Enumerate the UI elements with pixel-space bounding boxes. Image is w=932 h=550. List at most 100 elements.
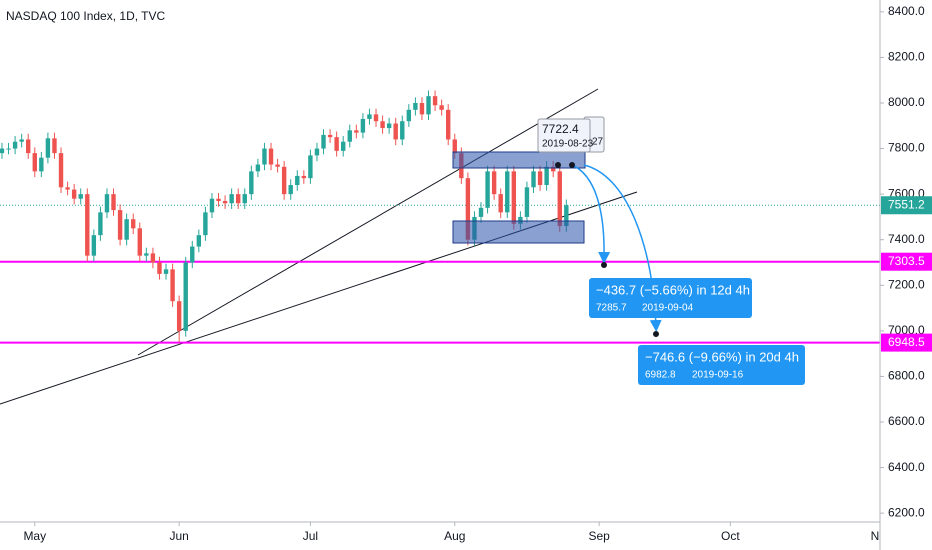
candle-body xyxy=(52,138,57,154)
candle-body xyxy=(12,141,18,149)
candle-body xyxy=(216,198,221,201)
candle-body xyxy=(32,153,37,172)
callout-date: 2019-09-16 xyxy=(692,370,744,381)
callout-change: −436.7 (−5.66%) in 12d 4h xyxy=(596,282,750,297)
x-tick-label: May xyxy=(23,529,46,543)
candle-body xyxy=(360,118,366,133)
x-tick-label: Jun xyxy=(169,529,188,543)
candle-body xyxy=(380,121,385,129)
candle-body xyxy=(478,207,484,217)
candle-body xyxy=(295,175,300,186)
candle-body xyxy=(557,171,562,227)
candle-body xyxy=(268,148,274,165)
candle-body xyxy=(347,130,352,142)
candle-body xyxy=(321,134,326,149)
candle-body xyxy=(222,200,228,204)
candle-body xyxy=(491,171,497,195)
candle-body xyxy=(6,148,11,150)
y-tick-label: 7400.0 xyxy=(888,232,925,246)
target-point xyxy=(653,331,659,337)
candle-body xyxy=(163,269,169,274)
y-tick-label: 8400.0 xyxy=(888,4,925,18)
projection-arrow xyxy=(571,164,611,264)
tooltip-date: 2019-08-23 xyxy=(542,139,594,150)
candle-body xyxy=(242,194,247,204)
candle-body xyxy=(45,138,51,158)
candle-body xyxy=(439,105,444,110)
y-tick-label: 6800.0 xyxy=(888,369,925,383)
candle-body xyxy=(176,301,182,331)
candle-body xyxy=(564,205,569,227)
candle-body xyxy=(150,253,156,263)
candle-body xyxy=(314,148,320,156)
candle-body xyxy=(465,178,471,240)
candle-body xyxy=(65,187,70,190)
candle-body xyxy=(524,187,530,217)
x-tick-label: Aug xyxy=(444,529,465,543)
candle-body xyxy=(170,269,175,302)
candle-body xyxy=(203,212,208,236)
candle-body xyxy=(511,171,517,224)
candle-body xyxy=(157,262,162,274)
price-label: 7303.5 xyxy=(888,254,925,268)
candle-body xyxy=(78,194,83,199)
candle-body xyxy=(26,139,31,154)
y-tick-label: 8200.0 xyxy=(888,50,925,64)
candle-body xyxy=(58,153,64,188)
candle-body xyxy=(498,194,503,213)
candle-body xyxy=(117,210,123,240)
target-point xyxy=(601,262,607,268)
candle-body xyxy=(341,141,346,151)
tooltip-box xyxy=(537,118,591,153)
trend-line xyxy=(137,88,599,356)
candle-body xyxy=(354,130,359,133)
candle-body xyxy=(393,123,398,140)
price-label-bg xyxy=(881,252,932,271)
candle-body xyxy=(432,96,438,106)
callout-change: −746.6 (−9.66%) in 20d 4h xyxy=(645,349,799,364)
candle-body xyxy=(413,102,418,110)
candle-body xyxy=(183,262,188,331)
range-box xyxy=(452,151,586,169)
price-scale-bg xyxy=(880,0,932,550)
candle-body xyxy=(544,166,549,186)
y-tick-label: 7200.0 xyxy=(888,277,925,291)
candle-body xyxy=(98,212,103,236)
x-tick-label: Oct xyxy=(721,529,740,543)
y-tick-label: 7000.0 xyxy=(888,323,925,337)
tooltip-text: 27 xyxy=(592,137,604,148)
candle-body xyxy=(249,171,254,195)
candle-body xyxy=(550,166,556,172)
callout-box xyxy=(638,345,805,385)
chart-title: NASDAQ 100 Index, 1D, TVC xyxy=(6,9,166,23)
candle-body xyxy=(236,194,241,204)
y-tick-label: 6600.0 xyxy=(888,414,925,428)
candle-body xyxy=(367,114,372,119)
price-label: 6948.5 xyxy=(888,335,925,349)
candle-body xyxy=(196,235,202,247)
candle-body xyxy=(71,189,77,199)
candle-body xyxy=(531,171,536,188)
candle-body xyxy=(19,139,24,142)
callout-date: 2019-09-04 xyxy=(642,303,694,314)
candle-body xyxy=(39,157,44,172)
candle-body xyxy=(262,148,267,165)
candle-body xyxy=(334,137,339,151)
candle-body xyxy=(308,155,313,179)
candle-body xyxy=(0,148,5,154)
candle-body xyxy=(275,164,280,167)
drawings: 27 7722.4 2019-08-23 −436.7 (−5.66%) in … xyxy=(452,116,805,385)
candle-body xyxy=(111,194,116,211)
price-label-bg xyxy=(881,333,932,352)
candle-body xyxy=(406,109,412,122)
y-tick-label: 8000.0 xyxy=(888,95,925,109)
candle-body xyxy=(288,185,293,195)
candle-body xyxy=(485,171,490,208)
candle-body xyxy=(386,123,392,129)
range-box xyxy=(452,220,585,244)
candle-body xyxy=(124,219,129,240)
candle-body xyxy=(281,166,287,195)
candle-body xyxy=(327,134,333,138)
price-label-bg xyxy=(881,196,932,215)
